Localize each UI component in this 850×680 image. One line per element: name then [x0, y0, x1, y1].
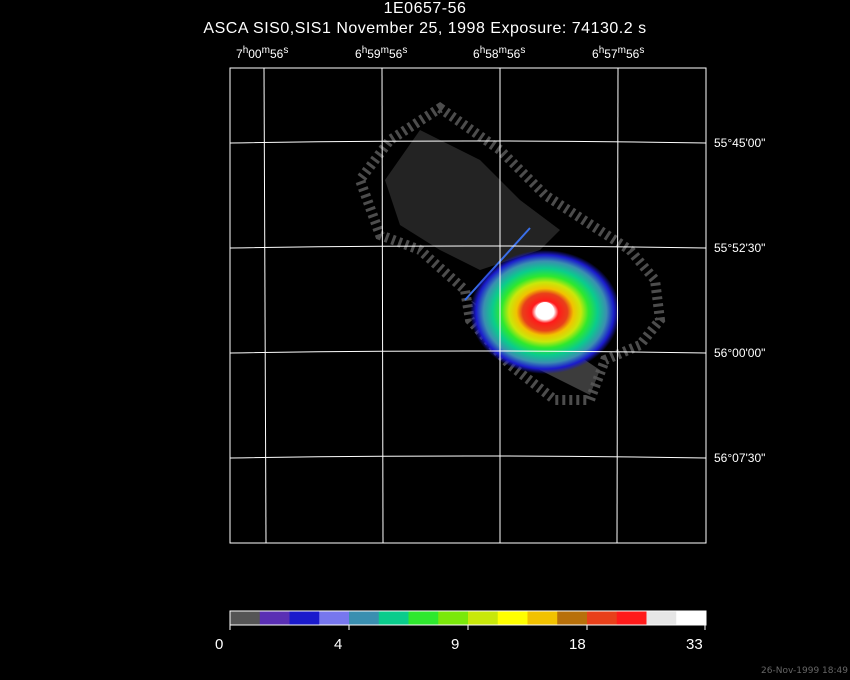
- colorbar-swatch: [676, 611, 707, 625]
- plot-title: 1E0657-56: [383, 0, 467, 17]
- colorbar-swatch: [468, 611, 499, 625]
- ra-label-4: 6h57m56s: [592, 45, 645, 61]
- ra-label-3: 6h58m56s: [473, 45, 526, 61]
- ra-label-2: 6h59m56s: [355, 45, 408, 61]
- colorbar-swatch: [319, 611, 350, 625]
- colorbar-swatch: [259, 611, 290, 625]
- colorbar-label-9: 9: [451, 636, 460, 653]
- detector-edge-line: [464, 227, 531, 301]
- colorbar-swatch: [438, 611, 469, 625]
- colorbar-label-4: 4: [334, 636, 343, 653]
- plot-subtitle: ASCA SIS0,SIS1 November 25, 1998 Exposur…: [203, 20, 647, 37]
- plot-frame: [229, 67, 707, 544]
- colorbar-swatch: [557, 611, 588, 625]
- colorbar-label-18: 18: [569, 636, 586, 653]
- colorbar-label-33: 33: [686, 636, 703, 653]
- x-ray-source: [470, 250, 620, 374]
- dec-label-2: 55°52'30": [714, 241, 766, 255]
- colorbar-swatch: [587, 611, 618, 625]
- dec-label-1: 55°45'00": [714, 136, 766, 150]
- ra-label-1: 7h00m56s: [236, 45, 289, 61]
- colorbar-label-0: 0: [215, 636, 224, 653]
- colorbar-swatch: [616, 611, 647, 625]
- colorbar-swatch: [378, 611, 409, 625]
- dec-label-3: 56°00'00": [714, 346, 766, 360]
- color-bar: [229, 610, 707, 626]
- colorbar-swatch: [230, 611, 261, 625]
- colorbar-swatch: [497, 611, 528, 625]
- coordinate-grid: [229, 67, 707, 544]
- dec-label-4: 56°07'30": [714, 451, 766, 465]
- colorbar-swatch: [527, 611, 558, 625]
- colorbar-ticks: [229, 625, 706, 630]
- colorbar-swatch: [408, 611, 439, 625]
- colorbar-swatch: [289, 611, 320, 625]
- colorbar-swatch: [349, 611, 380, 625]
- timestamp: 26-Nov-1999 18:49: [761, 666, 848, 676]
- colorbar-swatch: [646, 611, 677, 625]
